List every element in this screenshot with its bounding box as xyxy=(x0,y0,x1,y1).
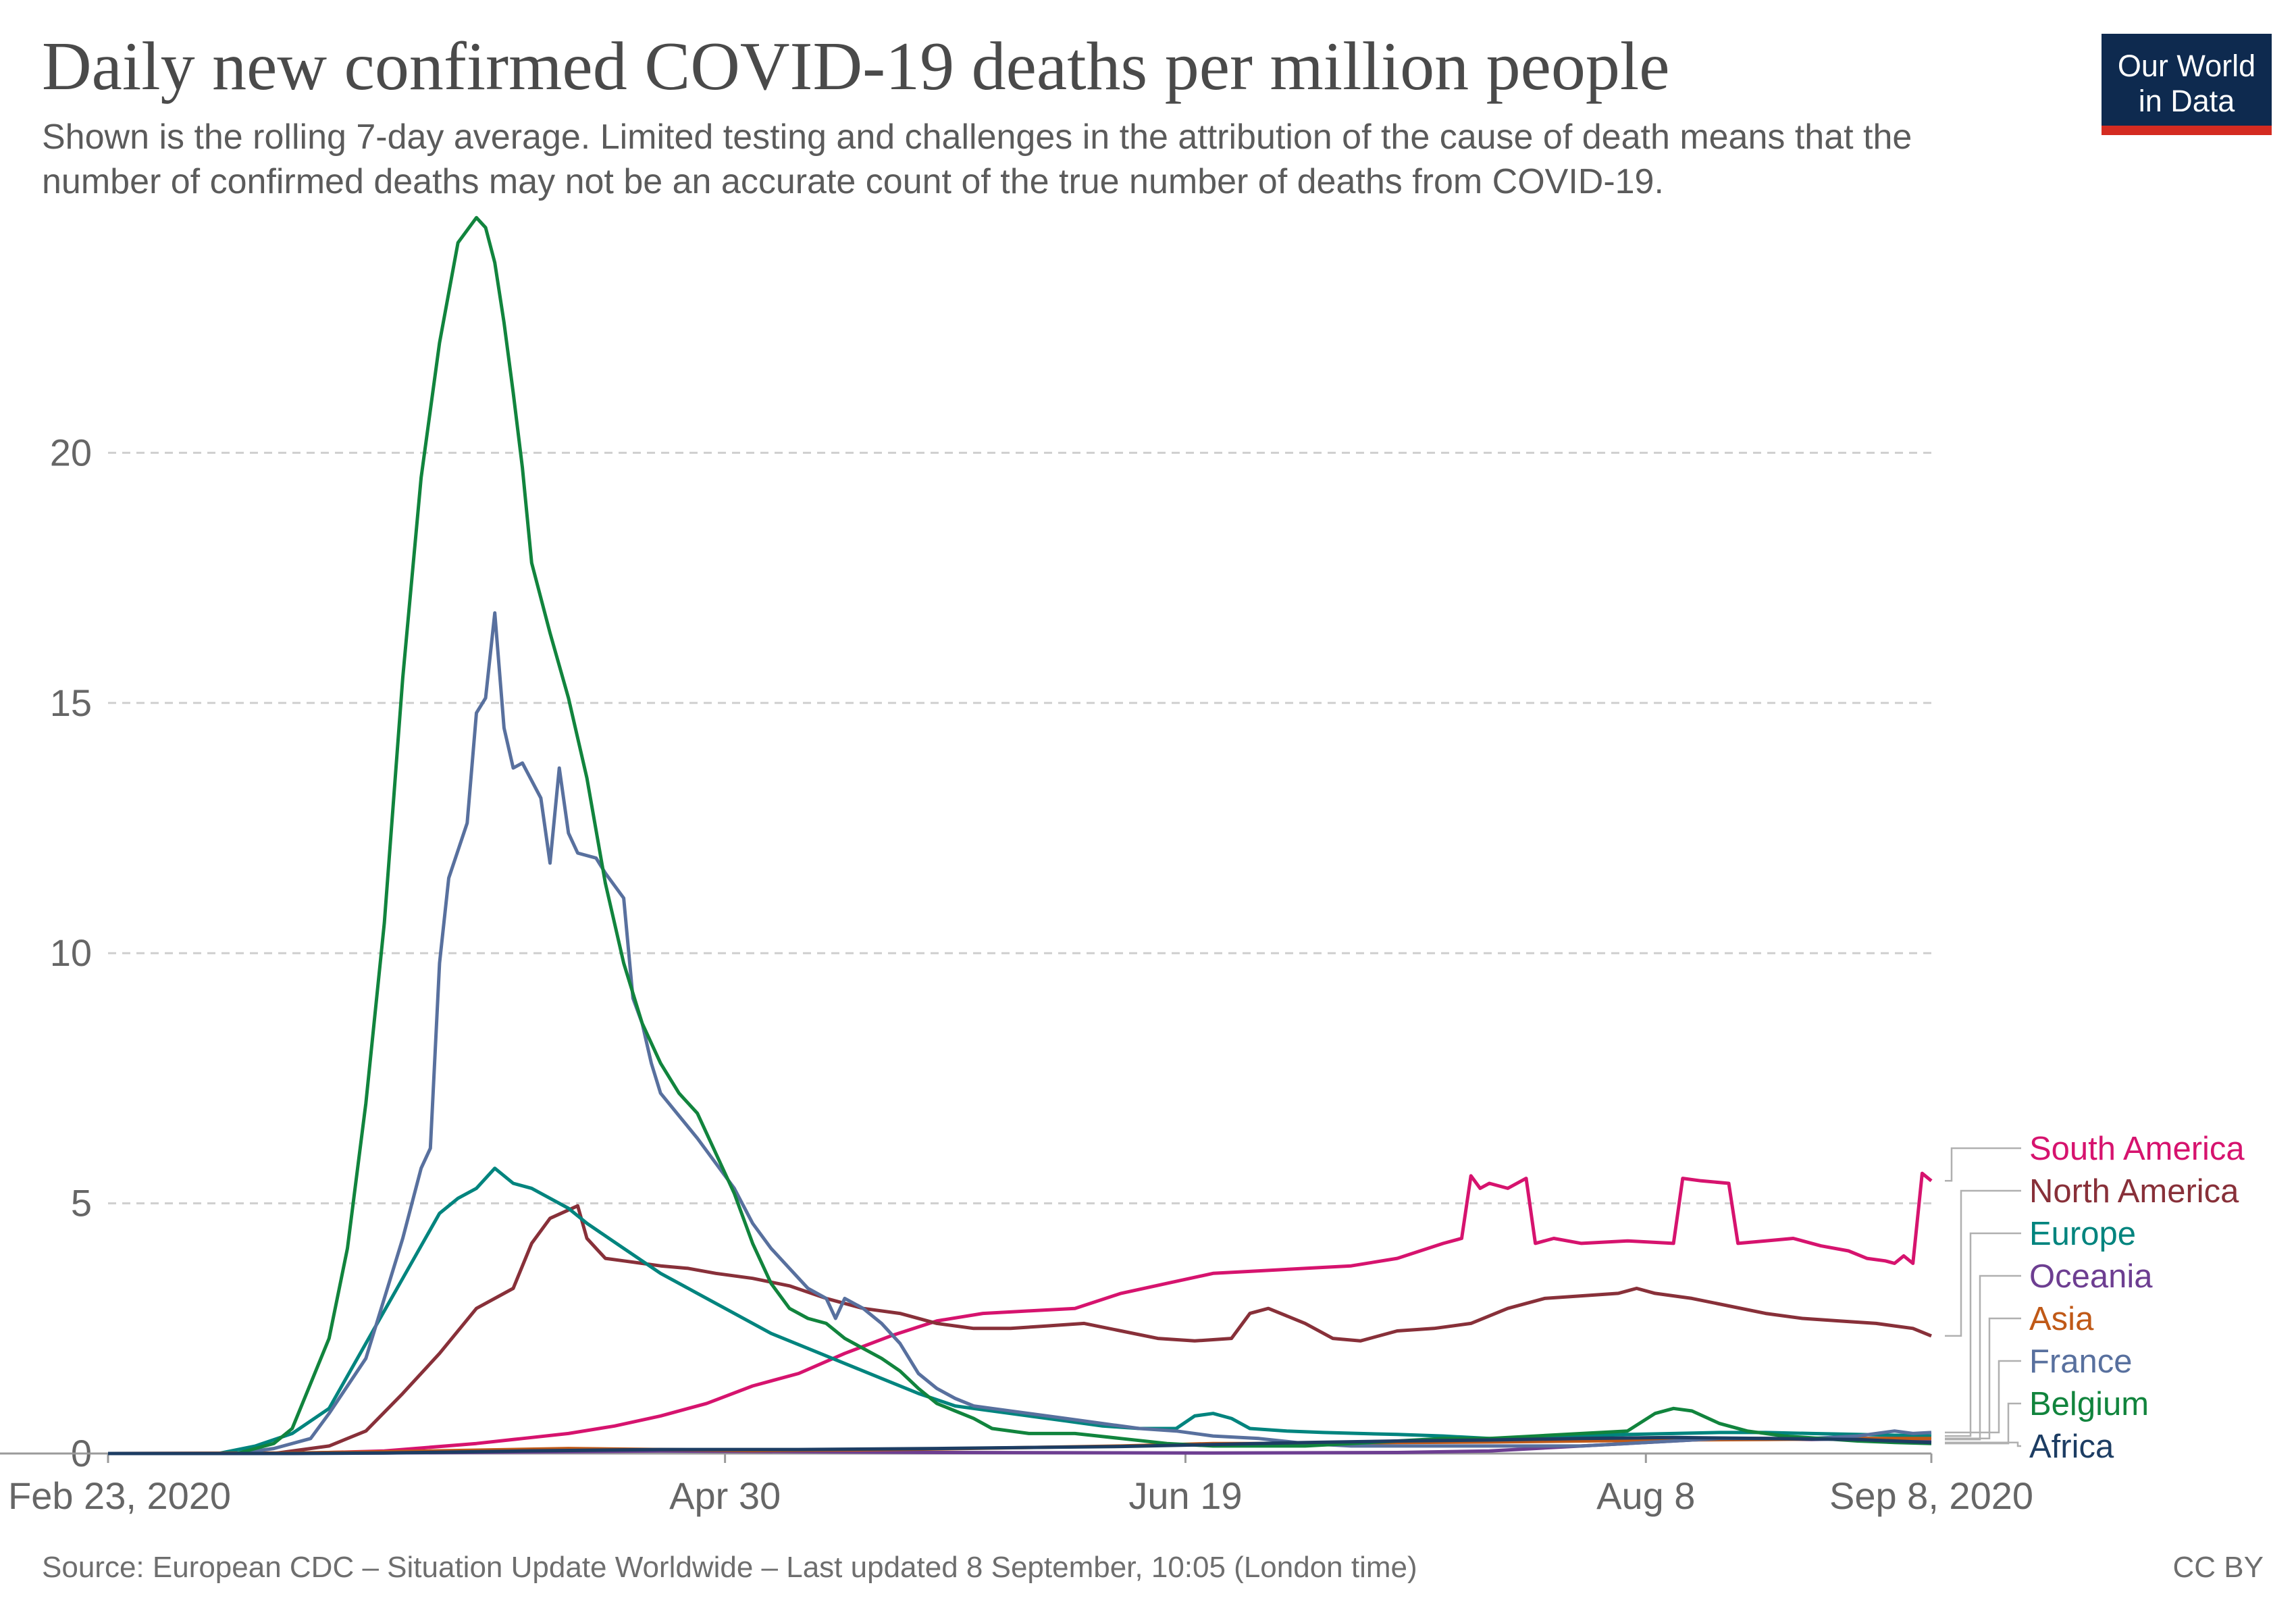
owid-logo[interactable]: Our World in Data xyxy=(2102,34,2272,135)
x-tick-label: Sep 8, 2020 xyxy=(1829,1474,2033,1517)
legend-label-south-america[interactable]: South America xyxy=(2029,1131,2245,1167)
legend-connector xyxy=(1945,1317,2021,1440)
legend-label-europe[interactable]: Europe xyxy=(2029,1216,2136,1252)
series-line-africa[interactable] xyxy=(108,1435,1932,1456)
legend-connector xyxy=(1945,1402,2021,1445)
x-axis: Feb 23, 2020 Apr 30 Jun 19 Aug 8 Sep 8, 2020 xyxy=(0,1452,2033,1517)
legend: South America North America Europe Oceania A… xyxy=(1945,1131,2245,1465)
logo-line-2: in Data xyxy=(2138,84,2235,118)
legend-connector xyxy=(1945,1441,2021,1447)
source-note[interactable]: Source: European CDC – Situation Update … xyxy=(42,1551,1417,1584)
legend-label-north-america[interactable]: North America xyxy=(2029,1173,2239,1210)
y-tick-label: 20 xyxy=(50,431,92,473)
legend-connector xyxy=(1945,1275,2021,1441)
chart-title: Daily new confirmed COVID-19 deaths per … xyxy=(42,28,1670,105)
series-line-north-america[interactable] xyxy=(108,1204,1932,1456)
legend-label-france[interactable]: France xyxy=(2029,1343,2133,1380)
legend-connector xyxy=(1945,1147,2021,1182)
legend-connector xyxy=(1945,1232,2021,1437)
logo-accent-bar xyxy=(2102,126,2272,135)
y-tick-label: 15 xyxy=(50,681,92,724)
license-link[interactable]: CC BY xyxy=(2172,1551,2264,1584)
series-line-france[interactable] xyxy=(108,611,1932,1456)
y-tick-label: 10 xyxy=(50,931,92,974)
legend-label-oceania[interactable]: Oceania xyxy=(2029,1258,2153,1295)
y-tick-label: 5 xyxy=(71,1182,92,1225)
legend-label-belgium[interactable]: Belgium xyxy=(2029,1386,2149,1422)
legend-label-asia[interactable]: Asia xyxy=(2029,1301,2094,1337)
logo-line-1: Our World xyxy=(2117,49,2256,83)
series-line-belgium[interactable] xyxy=(108,215,1932,1456)
legend-label-africa[interactable]: Africa xyxy=(2029,1429,2114,1465)
legend-connector xyxy=(1945,1360,2021,1434)
chart-subtitle: Shown is the rolling 7-day average. Limi… xyxy=(42,118,1912,201)
series-lines xyxy=(107,215,1933,1456)
x-tick-label: Jun 19 xyxy=(1128,1474,1242,1517)
legend-connector xyxy=(1945,1189,2021,1337)
series-line-south-america[interactable] xyxy=(108,1171,1933,1456)
x-tick-label: Feb 23, 2020 xyxy=(8,1474,231,1517)
x-tick-label: Aug 8 xyxy=(1596,1474,1695,1517)
x-tick-label: Apr 30 xyxy=(669,1474,781,1517)
